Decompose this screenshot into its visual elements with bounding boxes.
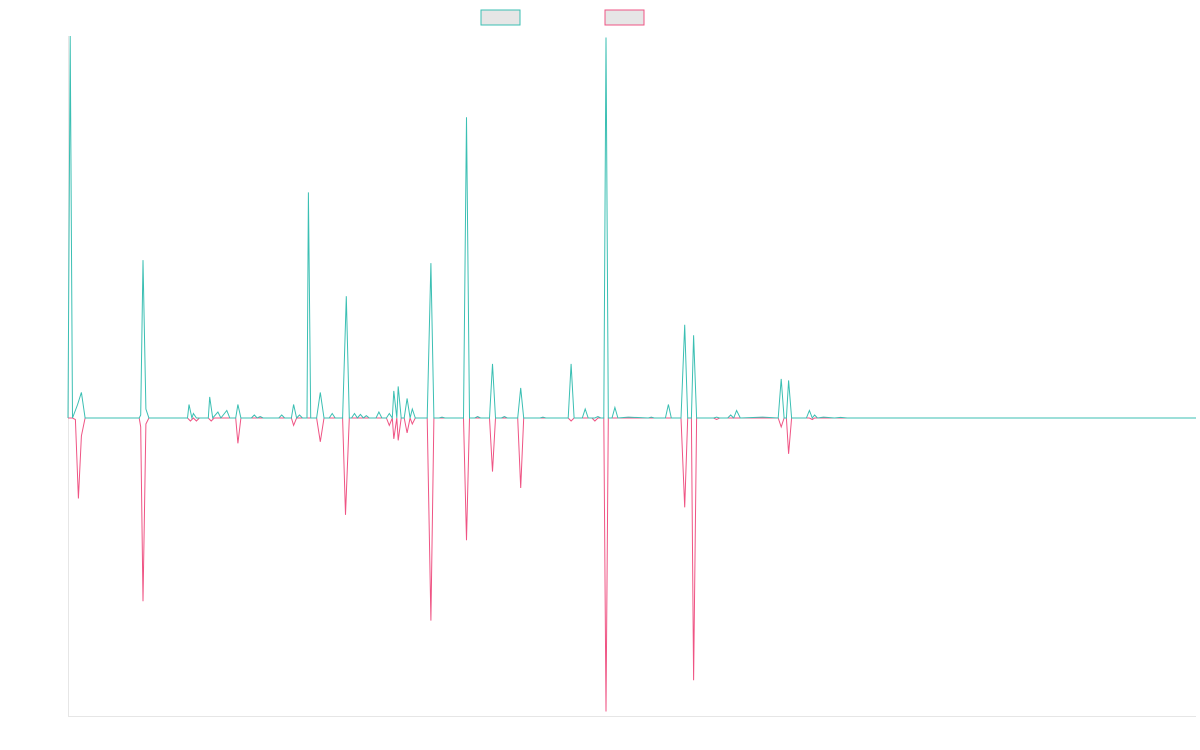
legend-swatch-series-2[interactable] [604, 9, 645, 26]
legend[interactable] [480, 9, 645, 26]
plot-area [67, 35, 1196, 717]
series-layer [67, 35, 1196, 712]
series-line-1 [67, 35, 1196, 420]
legend-swatch-series-1[interactable] [480, 9, 521, 26]
series-line-2 [68, 416, 1196, 712]
